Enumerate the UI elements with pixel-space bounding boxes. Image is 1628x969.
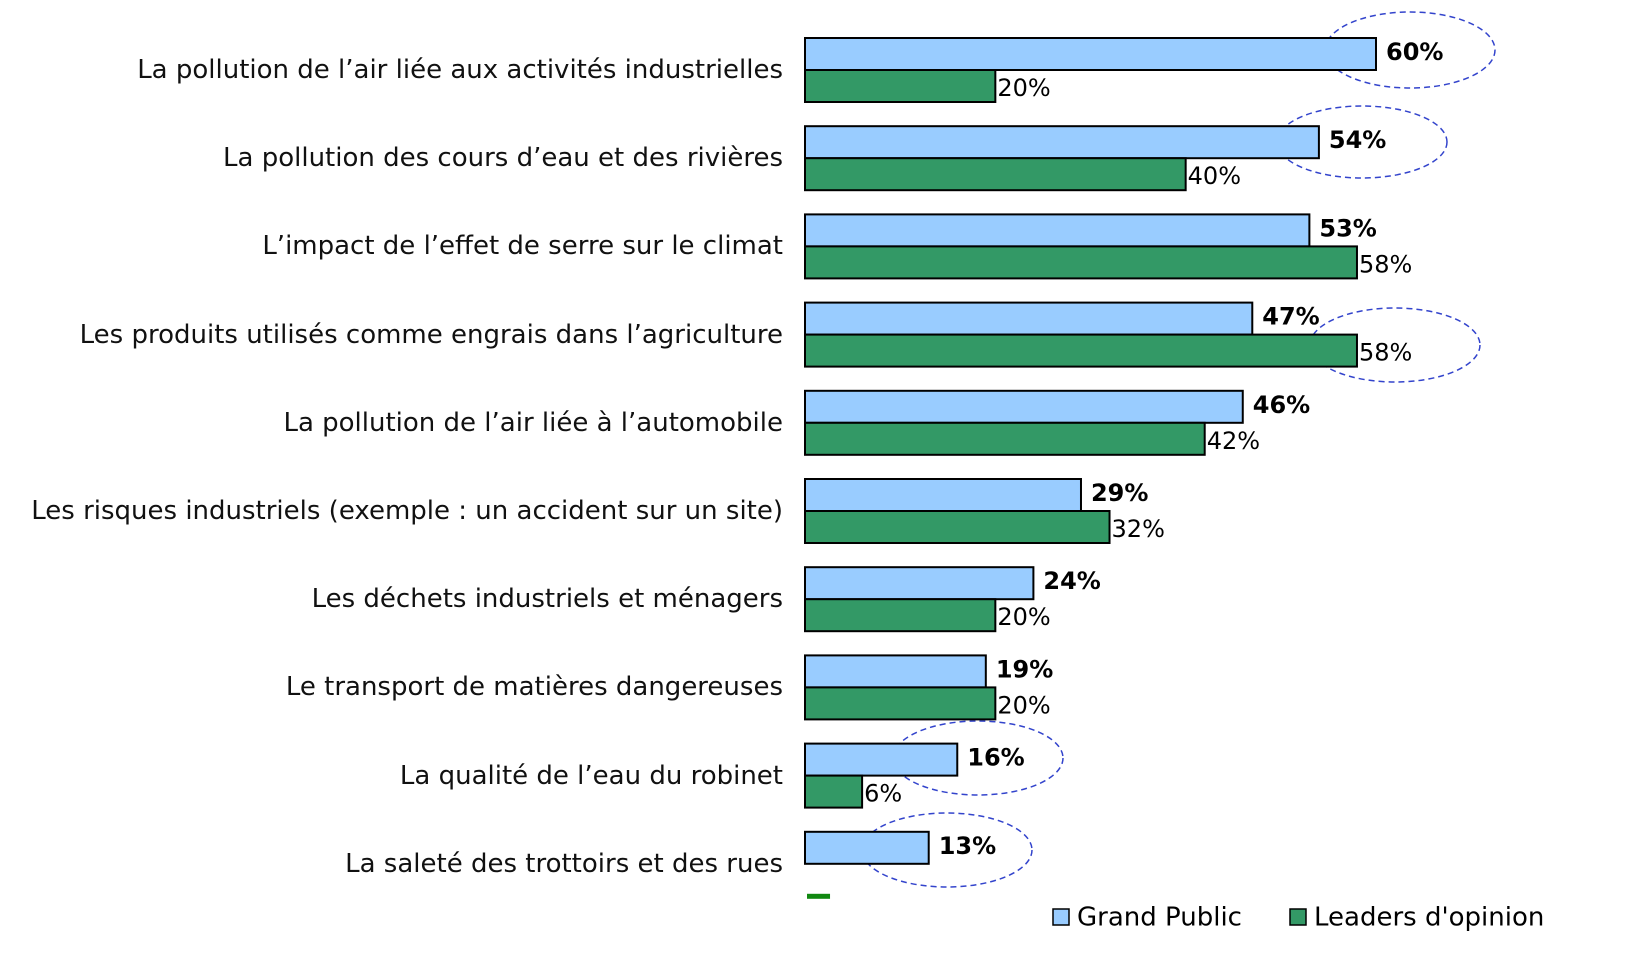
value-label: 42%: [1207, 427, 1260, 455]
value-label: 58%: [1359, 339, 1412, 367]
value-label: 32%: [1112, 515, 1165, 543]
value-label: 20%: [997, 603, 1050, 631]
value-label: 40%: [1188, 162, 1241, 190]
category-label: La pollution de l’air liée à l’automobil…: [283, 407, 783, 438]
value-label: 46%: [1253, 391, 1310, 419]
category-label: La pollution de l’air liée aux activités…: [137, 55, 783, 85]
bar: [804, 333, 1358, 368]
category-label: Les risques industriels (exemple : un ac…: [31, 496, 783, 526]
bar: [804, 301, 1254, 336]
category-label: La pollution des cours d’eau et des rivi…: [223, 143, 783, 174]
bar: [804, 478, 1082, 512]
bar: [804, 389, 1244, 424]
value-label: 20%: [997, 74, 1050, 102]
category-label: La qualité de l’eau du robinet: [399, 760, 783, 791]
bar: [804, 598, 997, 633]
category-label: Les déchets industriels et ménagers: [311, 584, 783, 615]
bar: [804, 37, 1377, 71]
highlight: [1276, 105, 1448, 179]
bar: [804, 686, 997, 721]
value-label: 13%: [939, 832, 996, 860]
bar: [804, 510, 1111, 544]
bar: [804, 742, 959, 777]
bar: [804, 125, 1320, 160]
value-label: 47%: [1262, 303, 1319, 331]
bar: [804, 421, 1206, 456]
bar: [804, 157, 1187, 192]
category-label: L’impact de l’effet de serre sur le clim…: [262, 231, 783, 262]
bar: [804, 566, 1035, 601]
highlight: [892, 720, 1064, 796]
category-label: Les produits utilisés comme engrais dans…: [79, 319, 783, 350]
bar: [804, 654, 987, 689]
category-label: Le transport de matières dangereuses: [285, 672, 783, 703]
legend-label: Grand Public: [1077, 903, 1242, 933]
value-label: 6%: [864, 780, 902, 808]
value-label: 19%: [996, 655, 1053, 683]
value-label: 16%: [967, 744, 1024, 772]
highlight: [861, 812, 1033, 888]
legend-swatch: [1289, 908, 1307, 926]
bar: [804, 245, 1358, 280]
bar: [804, 213, 1311, 248]
legend-label: Leaders d'opinion: [1314, 903, 1544, 933]
bar: [804, 774, 864, 809]
value-label: 24%: [1043, 567, 1100, 595]
legend-swatch: [1052, 908, 1070, 926]
highlight: [1309, 307, 1481, 383]
value-label: 53%: [1319, 214, 1376, 242]
bar: [804, 830, 930, 865]
value-label: 58%: [1359, 250, 1412, 278]
category-label: La saleté des trottoirs et des rues: [345, 848, 783, 879]
value-label: 60%: [1386, 38, 1443, 66]
bar: [807, 893, 831, 899]
value-label: 29%: [1091, 479, 1148, 507]
value-label: 20%: [997, 691, 1050, 719]
bar: [804, 69, 997, 103]
value-label: 54%: [1329, 126, 1386, 154]
